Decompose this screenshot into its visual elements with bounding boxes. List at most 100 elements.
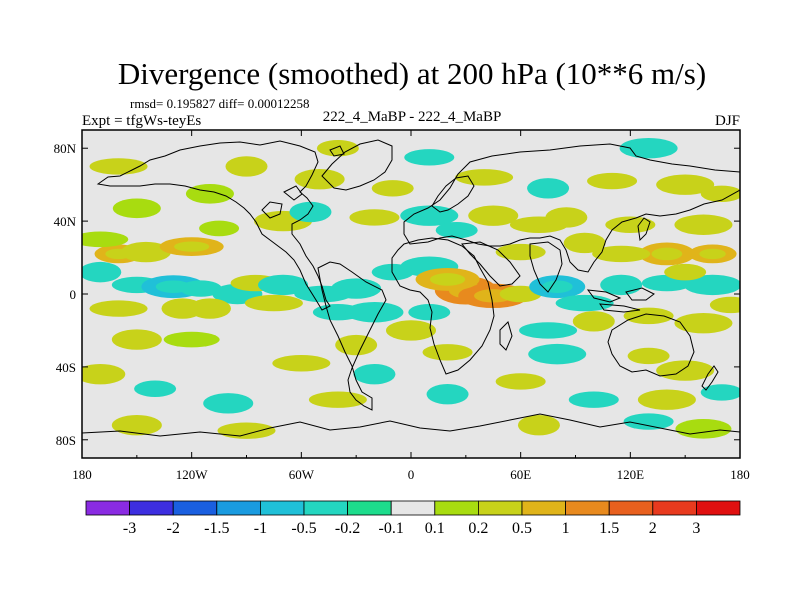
anomaly-region — [404, 149, 455, 166]
anomaly-region — [120, 241, 171, 263]
colorbar-swatch — [259, 500, 305, 516]
anomaly-region — [674, 214, 733, 235]
anomaly-region — [89, 158, 148, 175]
coastline-greenland — [321, 139, 393, 191]
anomaly-region — [592, 245, 651, 263]
colorbar-label: -1 — [254, 520, 267, 537]
anomaly-region — [572, 311, 615, 332]
anomaly-region — [217, 422, 276, 439]
anomaly-region — [371, 263, 414, 281]
colorbar-label: -0.2 — [335, 520, 360, 537]
colorbar-swatch — [608, 500, 654, 516]
colorbar-swatch — [347, 500, 392, 516]
comparison-label: 222_4_MaBP - 222_4_MaBP — [323, 109, 502, 125]
x-tick-label: 0 — [408, 467, 415, 482]
anomaly-region — [335, 334, 378, 356]
anomaly-core — [699, 248, 726, 260]
coastline-madagascar — [499, 321, 513, 351]
divergence-field — [82, 138, 740, 439]
anomaly-region — [664, 263, 707, 281]
colorbar-label: 0.5 — [512, 520, 532, 537]
anomaly-region — [619, 138, 678, 159]
anomaly-region — [258, 274, 309, 296]
colorbar-label: 0.1 — [425, 520, 445, 537]
colorbar-label: -0.5 — [291, 520, 316, 537]
x-tick-label: 180 — [730, 467, 750, 482]
coastline-japan — [637, 217, 651, 242]
anomaly-region — [435, 222, 478, 239]
colorbar-swatch — [434, 500, 479, 516]
y-tick-label: 80S — [56, 433, 76, 448]
anomaly-region — [203, 393, 254, 414]
x-tick-label: 120E — [617, 467, 645, 482]
colorbar-swatch — [565, 500, 610, 516]
colorbar-label: 0.2 — [468, 520, 488, 537]
anomaly-region — [683, 274, 740, 296]
anomaly-region — [82, 261, 122, 283]
anomaly-region — [353, 363, 396, 385]
anomaly-region — [605, 216, 656, 233]
coastline-eurasia — [403, 143, 740, 273]
anomaly-region — [600, 274, 643, 296]
stats-line: rmsd= 0.195827 diff= 0.00012258 — [130, 96, 309, 111]
anomaly-region — [674, 312, 733, 334]
anomaly-region — [568, 391, 619, 408]
chart-title: Divergence (smoothed) at 200 hPa (10**6 … — [118, 56, 706, 91]
anomaly-core — [651, 247, 683, 261]
x-tick-label: 60W — [289, 467, 315, 482]
anomaly-region — [294, 169, 345, 190]
anomaly-region — [623, 413, 674, 430]
coastline-antarctica — [82, 413, 740, 437]
colorbar: -3 -2 -1.5 -1 -0.5 -0.2 -0.1 0.1 0.2 0.5 1 1.5 2 3 — [85, 500, 741, 537]
anomaly-region — [455, 169, 514, 186]
anomaly-region — [244, 294, 303, 312]
anomaly-region — [468, 205, 519, 226]
anomaly-region — [587, 172, 638, 190]
anomaly-region — [623, 307, 674, 325]
anomaly-region — [528, 343, 587, 365]
anomaly-region — [163, 331, 220, 348]
y-tick-label: 40S — [56, 360, 76, 375]
anomaly-region — [709, 296, 740, 314]
coastline-arctic-islands — [261, 145, 345, 219]
season-label: DJF — [715, 113, 740, 129]
x-tick-label: 180 — [72, 467, 92, 482]
anomaly-region — [422, 344, 473, 361]
anomaly-core — [429, 273, 466, 286]
colorbar-label: -3 — [123, 520, 136, 537]
anomaly-region — [289, 201, 332, 223]
colorbar-swatch — [85, 500, 130, 516]
anomaly-region — [519, 322, 578, 339]
anomaly-region — [386, 320, 436, 341]
colorbar-label: 2 — [649, 520, 657, 537]
anomaly-region — [517, 415, 560, 436]
anomaly-region — [82, 363, 126, 385]
anomaly-region — [112, 198, 161, 219]
anomaly-region — [408, 304, 451, 321]
coastlines — [82, 139, 740, 437]
anomaly-region — [345, 302, 404, 323]
anomaly-region — [349, 209, 400, 226]
colorbar-swatch — [129, 500, 174, 516]
x-tick-label: 60E — [510, 467, 531, 482]
coastline-india — [529, 241, 563, 293]
y-tick-label: 80N — [54, 141, 77, 156]
colorbar-swatch — [390, 500, 436, 516]
anomaly-region — [179, 280, 222, 297]
anomaly-region — [545, 207, 588, 228]
colorbar-label: -1.5 — [204, 520, 229, 537]
colorbar-swatch — [216, 500, 261, 516]
anomaly-region — [563, 232, 606, 254]
colorbar-label: 1 — [562, 520, 570, 537]
anomaly-region — [700, 185, 740, 202]
colorbar-swatch — [303, 500, 348, 516]
colorbar-label: 1.5 — [599, 520, 619, 537]
anomaly-region — [316, 140, 359, 157]
anomaly-region — [82, 231, 129, 248]
coastline-australia — [607, 313, 695, 377]
anomaly-region — [627, 347, 670, 365]
anomaly-region — [111, 415, 162, 436]
anomaly-region — [199, 220, 240, 237]
anomaly-region — [89, 300, 148, 317]
